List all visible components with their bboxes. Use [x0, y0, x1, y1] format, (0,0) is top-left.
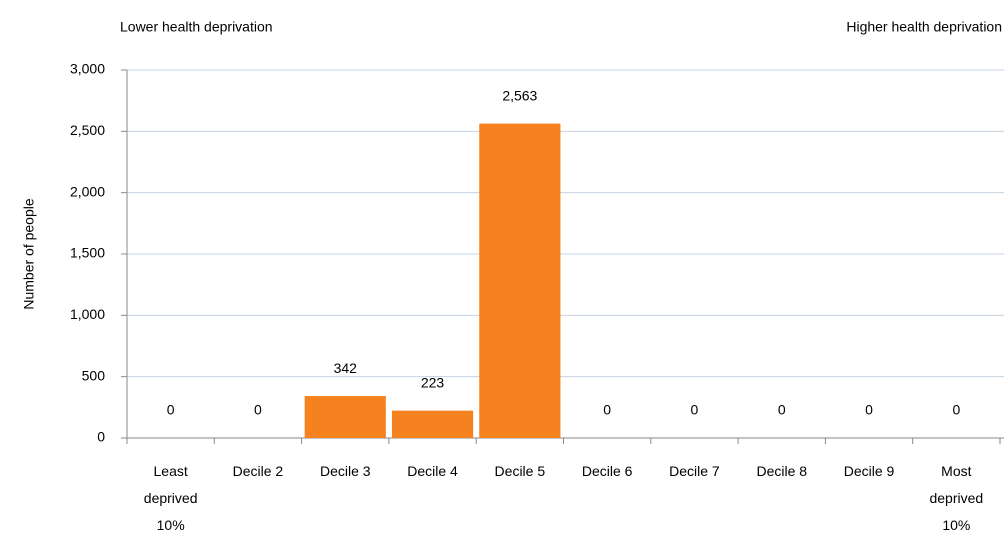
- y-tick-label: 2,500: [70, 122, 105, 138]
- x-tick-label: Decile 2: [232, 463, 284, 479]
- x-tick-label: Least deprived 10%: [143, 463, 198, 533]
- data-label: 0: [778, 402, 786, 418]
- annotation-left: Lower health deprivation: [120, 19, 273, 35]
- x-tick-label: Decile 6: [581, 463, 633, 479]
- annotation-right: Higher health deprivation: [846, 19, 1002, 35]
- y-tick-label: 500: [82, 367, 106, 383]
- bar: [304, 396, 386, 438]
- data-label: 0: [167, 402, 175, 418]
- y-tick-label: 1,500: [70, 245, 105, 261]
- data-label: 0: [254, 402, 262, 418]
- y-tick-label: 2,000: [70, 183, 105, 199]
- bar: [391, 410, 474, 438]
- data-label: 223: [421, 374, 445, 390]
- x-tick-label: Decile 9: [843, 463, 895, 479]
- x-tick-label: Decile 7: [669, 463, 720, 479]
- x-tick-label: Most deprived 10%: [929, 463, 984, 533]
- data-label: 0: [865, 402, 873, 418]
- data-label: 342: [334, 360, 358, 376]
- y-tick-label: 0: [97, 429, 105, 445]
- y-axis-label: Number of people: [21, 198, 37, 310]
- y-tick-label: 3,000: [70, 61, 105, 77]
- x-tick-label: Decile 4: [407, 463, 458, 479]
- data-label: 0: [952, 402, 960, 418]
- x-tick-label: Decile 3: [319, 463, 371, 479]
- bar: [479, 123, 561, 438]
- data-label: 0: [603, 402, 611, 418]
- x-tick-label: Decile 5: [494, 463, 546, 479]
- data-label: 0: [691, 402, 699, 418]
- y-tick-label: 1,000: [70, 306, 105, 322]
- data-label: 2,563: [502, 87, 537, 103]
- x-tick-label: Decile 8: [756, 463, 808, 479]
